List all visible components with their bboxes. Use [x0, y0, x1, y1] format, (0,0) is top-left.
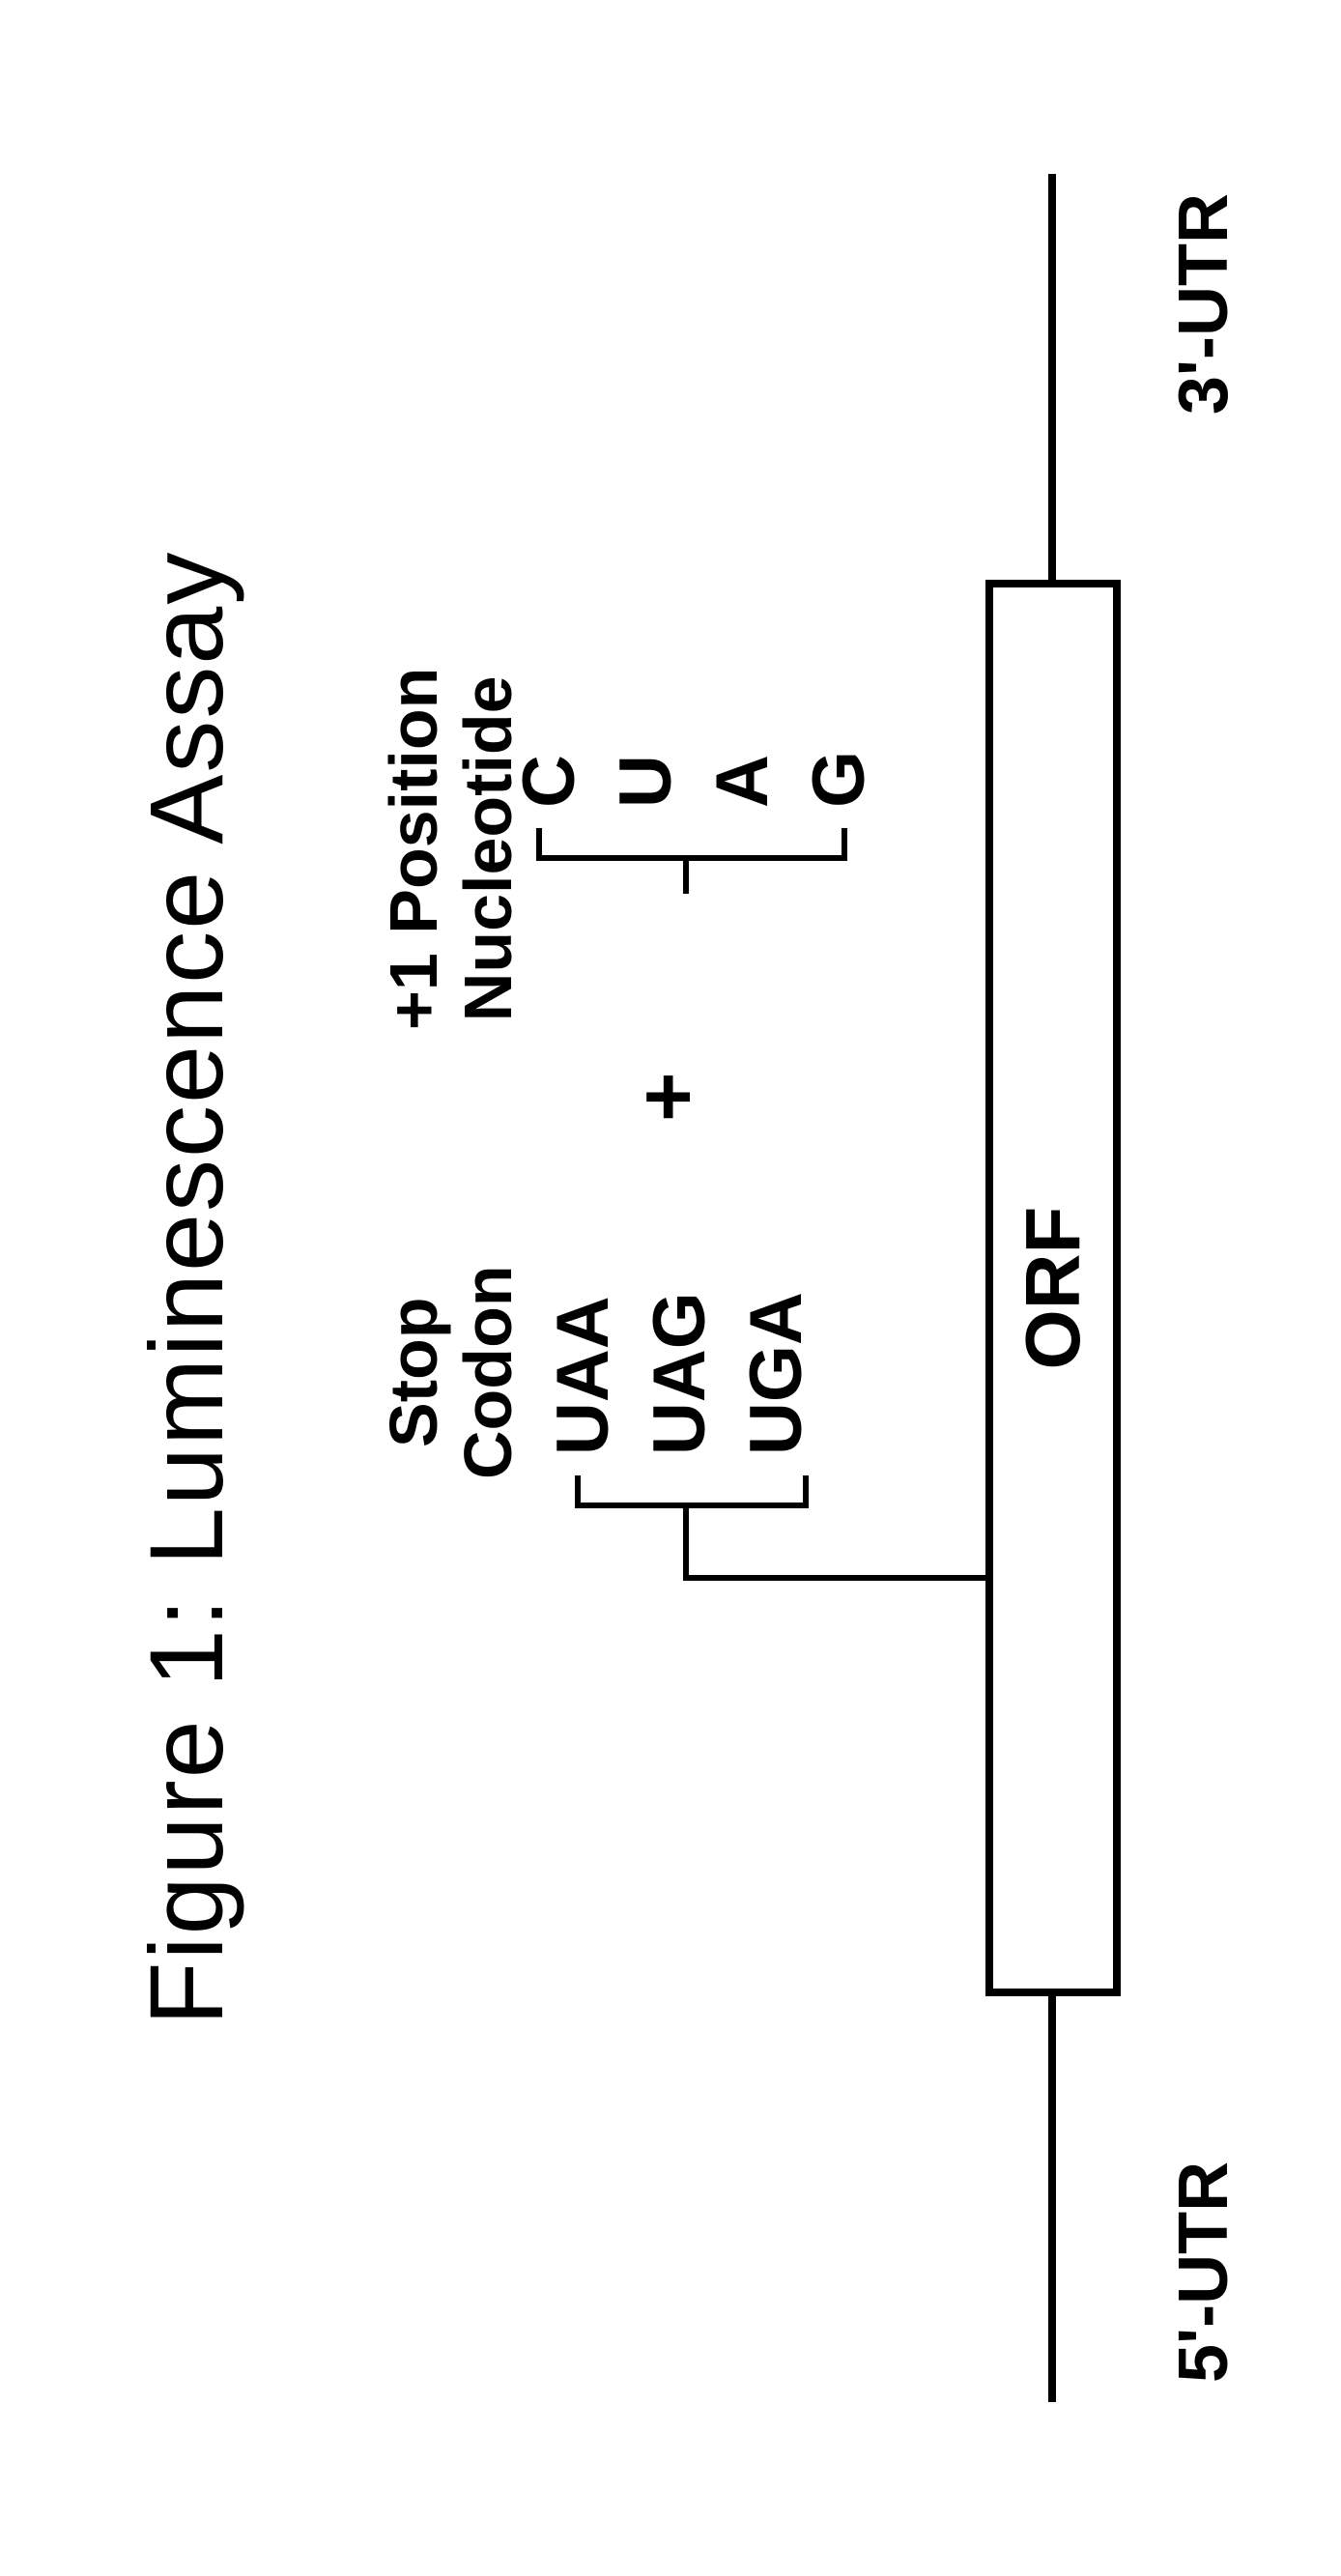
plus1-nucleotide-G: G — [797, 751, 881, 808]
pointer-vert — [683, 1575, 985, 1581]
utr5-label: 5'-UTR — [1164, 2161, 1243, 2383]
stop-codon-UAG: UAG — [638, 1292, 722, 1455]
figure: Figure 1: Luminescence Assay ORF 5'-UTR … — [0, 0, 1341, 2576]
stop-codon-header: Stop Codon — [377, 1265, 526, 1479]
bracket-nucleotide-tail — [683, 861, 689, 894]
orf-label: ORF — [1009, 1207, 1098, 1370]
bracket-stop-codon — [575, 1475, 809, 1508]
stop-codon-UGA: UGA — [734, 1292, 818, 1455]
plus1-nucleotide-U: U — [604, 755, 688, 808]
orf-box: ORF — [985, 580, 1121, 1996]
plus-sign: + — [618, 1073, 717, 1122]
plus1-nucleotide-C: C — [507, 755, 591, 808]
plus1-nucleotide-A: A — [700, 755, 785, 808]
utr3-line — [1048, 174, 1056, 580]
mrna-schematic: ORF — [956, 174, 1150, 2402]
utr3-label: 3'-UTR — [1164, 193, 1243, 415]
bracket-nucleotide — [536, 828, 847, 861]
utr5-line — [1048, 1996, 1056, 2402]
stop-codon-UAA: UAA — [541, 1296, 625, 1455]
plus1-nucleotide-header: +1 Position Nucleotide — [377, 668, 526, 1030]
rotated-figure: Figure 1: Luminescence Assay ORF 5'-UTR … — [0, 0, 1341, 2576]
bracket-stop-codon-tail — [683, 1508, 689, 1541]
figure-title: Figure 1: Luminescence Assay — [126, 0, 246, 2576]
